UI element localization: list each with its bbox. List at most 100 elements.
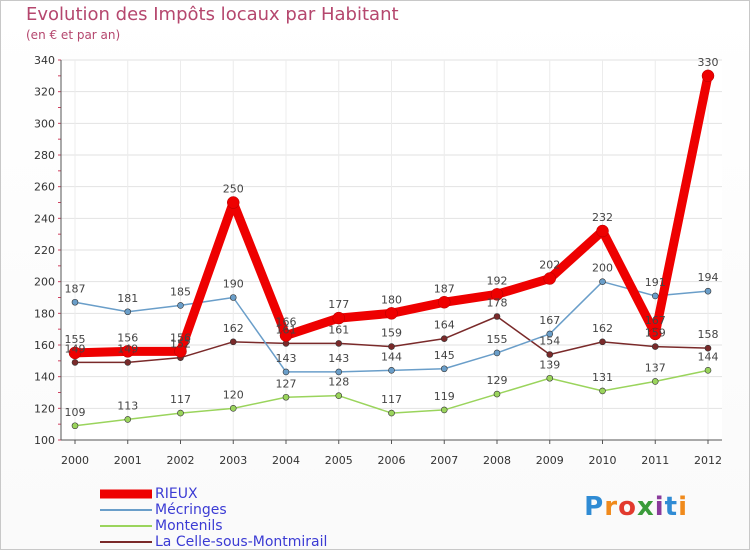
- point-montenils-2011: [651, 378, 659, 385]
- point-montenils-2005: [335, 392, 343, 399]
- point-m-cringes-2012: [704, 287, 712, 295]
- point-montenils-2003: [229, 405, 237, 412]
- data-label-la-celle-sous-montmirail-2009: 154: [539, 335, 560, 348]
- data-label-rieux-2004: 166: [276, 316, 297, 329]
- data-label-montenils-2003: 120: [223, 388, 244, 401]
- point-montenils-2002: [177, 409, 184, 417]
- x-tick-label-2004: 2004: [272, 454, 300, 467]
- data-label-la-celle-sous-montmirail-2006: 159: [381, 327, 402, 340]
- y-tick-label-140: 140: [34, 371, 55, 384]
- x-tick-label-2010: 2010: [589, 454, 617, 467]
- data-label-m-cringes-2004: 143: [276, 352, 297, 365]
- point-rieux-2003: [227, 196, 240, 209]
- data-label-m-cringes-2005: 143: [328, 352, 349, 365]
- point-montenils-2012: [704, 367, 712, 374]
- y-tick-label-300: 300: [34, 117, 55, 130]
- data-label-m-cringes-2002: 185: [170, 285, 191, 298]
- point-m-cringes-2006: [388, 367, 395, 374]
- point-m-cringes-2000: [71, 298, 79, 306]
- data-label-montenils-2005: 128: [328, 376, 349, 389]
- data-label-rieux-2007: 187: [434, 282, 455, 295]
- point-montenils-2008: [493, 390, 501, 398]
- data-label-montenils-2004: 127: [276, 377, 297, 390]
- x-tick-label-2008: 2008: [483, 454, 511, 467]
- point-rieux-2006: [385, 307, 398, 320]
- point-rieux-2000: [68, 346, 82, 360]
- point-la-celle-sous-montmirail-2006: [388, 343, 395, 350]
- legend-swatch-la-celle: [100, 541, 152, 543]
- point-m-cringes-2010: [599, 278, 606, 285]
- point-la-celle-sous-montmirail-2009: [546, 351, 554, 358]
- data-label-m-cringes-2001: 181: [117, 292, 138, 305]
- data-label-m-cringes-2009: 167: [539, 314, 560, 327]
- data-label-la-celle-sous-montmirail-2008: 178: [487, 297, 508, 310]
- legend-swatch-mecringes: [100, 509, 152, 511]
- data-label-la-celle-sous-montmirail-2012: 158: [698, 328, 719, 341]
- data-label-rieux-2001: 156: [117, 331, 138, 344]
- legend: RIEUX Mécringes Montenils La Celle-sous-…: [100, 486, 327, 550]
- point-rieux-2010: [596, 224, 609, 238]
- point-m-cringes-2001: [124, 308, 132, 316]
- data-label-rieux-2012: 330: [698, 56, 719, 69]
- data-label-montenils-2002: 117: [170, 393, 191, 406]
- y-tick-label-160: 160: [34, 339, 55, 352]
- data-label-rieux-2005: 177: [328, 298, 349, 311]
- data-label-montenils-2007: 119: [434, 390, 455, 403]
- x-tick-label-2006: 2006: [378, 454, 406, 467]
- data-label-rieux-2006: 180: [381, 293, 402, 306]
- data-label-la-celle-sous-montmirail-2003: 162: [223, 322, 244, 335]
- point-m-cringes-2002: [177, 302, 184, 309]
- x-tick-label-2003: 2003: [219, 454, 247, 467]
- point-rieux-2009: [543, 272, 556, 285]
- point-rieux-2004: [279, 329, 293, 342]
- x-tick-label-2011: 2011: [641, 454, 669, 467]
- point-la-celle-sous-montmirail-2012: [704, 344, 712, 352]
- x-tick-label-2009: 2009: [536, 454, 564, 467]
- data-label-m-cringes-2010: 200: [592, 262, 613, 275]
- x-tick-label-2007: 2007: [430, 454, 458, 467]
- point-montenils-2009: [546, 374, 554, 382]
- point-montenils-2000: [71, 422, 79, 430]
- data-label-la-celle-sous-montmirail-2010: 162: [592, 322, 613, 335]
- legend-label-rieux: RIEUX: [155, 485, 198, 502]
- data-label-la-celle-sous-montmirail-2000: 149: [65, 342, 86, 355]
- data-label-m-cringes-2006: 144: [381, 350, 402, 363]
- data-label-m-cringes-2012: 194: [698, 271, 719, 284]
- data-label-rieux-2002: 156: [170, 331, 191, 344]
- legend-label-montenils: Montenils: [155, 517, 223, 534]
- point-la-celle-sous-montmirail-2010: [599, 338, 606, 346]
- legend-item-mecringes: Mécringes: [100, 502, 327, 518]
- point-montenils-2007: [440, 406, 448, 414]
- point-la-celle-sous-montmirail-2011: [651, 343, 659, 350]
- point-m-cringes-2007: [440, 365, 448, 373]
- point-montenils-2006: [388, 409, 395, 417]
- data-label-m-cringes-2000: 187: [65, 282, 86, 295]
- legend-item-rieux: RIEUX: [100, 486, 327, 502]
- x-tick-label-2001: 2001: [114, 454, 142, 467]
- point-montenils-2010: [599, 387, 606, 395]
- data-label-montenils-2008: 129: [487, 374, 508, 387]
- data-label-la-celle-sous-montmirail-2011: 159: [645, 327, 666, 340]
- data-label-montenils-2000: 109: [65, 406, 86, 419]
- point-la-celle-sous-montmirail-2001: [124, 359, 132, 366]
- x-tick-label-2005: 2005: [325, 454, 353, 467]
- point-la-celle-sous-montmirail-2008: [493, 313, 501, 320]
- data-label-montenils-2011: 137: [645, 361, 666, 374]
- point-m-cringes-2003: [229, 294, 237, 301]
- y-tick-label-120: 120: [34, 402, 55, 415]
- y-tick-label-100: 100: [34, 434, 55, 447]
- data-label-rieux-2000: 155: [65, 333, 86, 346]
- y-tick-label-280: 280: [34, 149, 55, 162]
- data-label-la-celle-sous-montmirail-2007: 164: [434, 319, 455, 332]
- point-rieux-2005: [332, 311, 345, 325]
- point-la-celle-sous-montmirail-2005: [335, 340, 343, 347]
- point-la-celle-sous-montmirail-2003: [229, 338, 237, 346]
- data-label-la-celle-sous-montmirail-2001: 149: [117, 342, 138, 355]
- proxiti-logo: Proxiti: [584, 492, 688, 522]
- data-label-m-cringes-2003: 190: [223, 278, 244, 291]
- data-label-m-cringes-2011: 191: [645, 276, 666, 289]
- y-tick-label-260: 260: [34, 181, 55, 194]
- point-m-cringes-2011: [651, 292, 659, 300]
- data-label-rieux-2008: 192: [487, 274, 508, 287]
